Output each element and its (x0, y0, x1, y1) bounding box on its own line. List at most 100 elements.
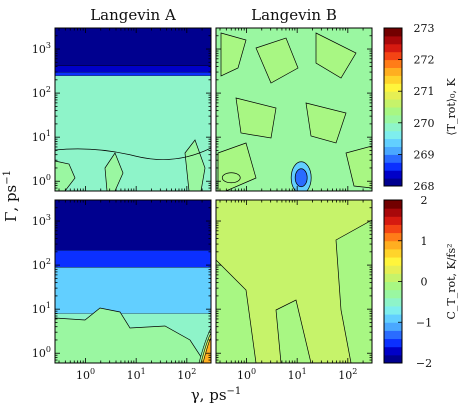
colorbar-swatch (384, 346, 402, 356)
colorbar-swatch (384, 107, 402, 116)
colorbar-swatch (384, 281, 402, 291)
colorbar-swatch (384, 354, 402, 364)
y-tick-label: 100 (32, 345, 51, 360)
colorbar-swatch (384, 170, 402, 179)
contour-band-low (55, 307, 206, 363)
colorbar-swatch (384, 330, 402, 340)
panels (54, 27, 373, 364)
colorbar-tick-label: 269 (414, 148, 435, 161)
colorbar-swatch (384, 208, 402, 217)
colorbar-label: ⟨T_rot⟩₀, K (445, 78, 458, 136)
colorbar-swatch (384, 154, 402, 163)
contour-min (294, 168, 308, 188)
panel-2 (215, 27, 373, 192)
contour-lobe (335, 219, 372, 363)
colorbar-swatch (384, 67, 402, 76)
colorbar-swatch (384, 224, 402, 234)
colorbar-swatch (384, 265, 402, 274)
y-tick-label: 102 (32, 257, 51, 272)
colorbar-swatch (384, 216, 402, 225)
colorbar-swatch (384, 99, 402, 108)
colorbar-swatch (384, 162, 402, 171)
colorbar-tick-label: 2 (421, 194, 428, 207)
panel-frame (215, 199, 373, 364)
contour-band (55, 267, 211, 314)
contour-band (55, 200, 211, 251)
contour-blob (55, 160, 76, 191)
colorbar-swatch (384, 59, 402, 68)
colorbar-swatch (384, 91, 402, 100)
contour-blob (104, 152, 124, 191)
y-tick-label: 101 (32, 129, 51, 144)
x-tick-label: 102 (338, 367, 357, 382)
colorbar-swatch (384, 240, 402, 250)
contour-band (55, 72, 211, 76)
contour-max (221, 172, 241, 184)
panel-1 (54, 27, 212, 192)
colorbar-2: 2 1 0 −1 −2 C_T_rot, K/fs² (383, 194, 458, 370)
colorbar-tick-label: 272 (414, 54, 435, 67)
contour-band (55, 250, 211, 268)
column-title-1: Langevin A (90, 6, 176, 24)
x-tick-label: 102 (177, 367, 196, 382)
colorbar-tick-label: 268 (414, 180, 435, 193)
contour-lobe (216, 259, 257, 363)
colorbar-swatch (384, 322, 402, 331)
contour-corner (202, 337, 211, 363)
colorbar-swatch (384, 200, 402, 209)
y-tick-label: 101 (32, 301, 51, 316)
panel-frame (54, 27, 212, 192)
colorbar-swatch (384, 232, 402, 242)
contour-blob (235, 97, 277, 139)
contour-blob (315, 32, 357, 79)
y-tick-label: 103 (32, 41, 51, 56)
colorbar-swatch (384, 83, 402, 92)
panel-frame (215, 27, 373, 192)
colorbar-swatch (384, 178, 402, 187)
x-tick-label: 100 (237, 367, 256, 382)
column-title-2: Langevin B (251, 6, 337, 24)
panel-4 (215, 199, 373, 364)
contour-blob (255, 37, 299, 84)
contour-lobe (275, 299, 312, 363)
colorbar-tick-label: −1 (416, 316, 432, 329)
colorbar-swatch (384, 43, 402, 53)
colorbar-swatch (384, 248, 402, 258)
y-tick-label: 100 (32, 173, 51, 188)
colorbar-swatch (384, 51, 402, 61)
contour-blob (345, 145, 372, 189)
colorbar-swatch (384, 257, 402, 266)
colorbar-label: C_T_rot, K/fs² (445, 243, 458, 319)
x-axis-title: γ, ps−1 (191, 386, 242, 404)
x-tick-label: 101 (127, 367, 146, 382)
contour-blob (220, 32, 247, 77)
column-titles: Langevin A Langevin B (90, 6, 337, 24)
colorbar-swatch (384, 273, 402, 282)
contour-band (55, 28, 211, 66)
x-tick-label: 100 (76, 367, 95, 382)
contour-band (55, 65, 211, 73)
colorbar-swatch (384, 146, 402, 155)
colorbar-swatch (384, 289, 402, 299)
colorbar-1: 273 272 271 270 269 268 ⟨T_rot⟩₀, K (383, 22, 458, 193)
colorbar-tick-label: 270 (414, 117, 435, 130)
y-axis-title: Γ, ps−1 (2, 170, 20, 222)
colorbar-swatch (384, 314, 402, 323)
colorbar-swatch (384, 28, 402, 37)
colorbar-swatch (384, 305, 402, 315)
colorbar-tick-label: 0 (421, 276, 428, 289)
x-tick-label: 101 (288, 367, 307, 382)
contour-blob (305, 102, 347, 144)
colorbar-swatch (384, 338, 402, 348)
y-tick-label: 103 (32, 213, 51, 228)
contour-blob (184, 139, 206, 191)
colorbar-tick-label: 271 (414, 85, 435, 98)
colorbar-tick-label: 1 (421, 235, 428, 248)
panel-frame (54, 199, 212, 364)
colorbar-swatch (384, 297, 402, 307)
colorbar-swatch (384, 130, 402, 140)
colorbar-swatch (384, 122, 402, 132)
colorbars: 273 272 271 270 269 268 ⟨T_rot⟩₀, K 2 1 0 −1 −2 C_T_… (383, 22, 458, 370)
colorbar-swatch (384, 114, 402, 124)
